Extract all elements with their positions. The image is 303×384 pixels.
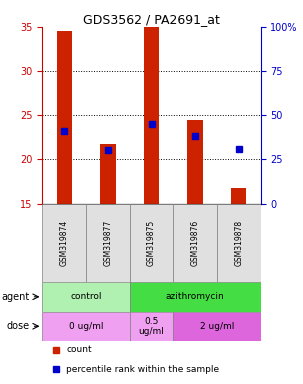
Text: dose: dose — [6, 321, 29, 331]
FancyBboxPatch shape — [42, 282, 130, 311]
Text: 2 ug/ml: 2 ug/ml — [200, 322, 234, 331]
Title: GDS3562 / PA2691_at: GDS3562 / PA2691_at — [83, 13, 220, 26]
Text: 0.5
ug/ml: 0.5 ug/ml — [138, 316, 165, 336]
Text: 0 ug/ml: 0 ug/ml — [69, 322, 103, 331]
FancyBboxPatch shape — [130, 282, 261, 311]
Bar — [100, 144, 115, 204]
Text: control: control — [70, 292, 102, 301]
Text: percentile rank within the sample: percentile rank within the sample — [66, 365, 220, 374]
FancyBboxPatch shape — [130, 204, 173, 282]
Bar — [231, 188, 246, 204]
Text: azithromycin: azithromycin — [166, 292, 225, 301]
Text: GSM319875: GSM319875 — [147, 220, 156, 266]
FancyBboxPatch shape — [173, 204, 217, 282]
Text: agent: agent — [1, 292, 29, 302]
Text: count: count — [66, 345, 92, 354]
FancyBboxPatch shape — [130, 311, 173, 341]
Bar — [188, 120, 203, 204]
Text: GSM319874: GSM319874 — [60, 220, 69, 266]
FancyBboxPatch shape — [217, 204, 261, 282]
Text: GSM319877: GSM319877 — [103, 220, 112, 266]
FancyBboxPatch shape — [173, 311, 261, 341]
Text: GSM319878: GSM319878 — [234, 220, 243, 266]
Text: GSM319876: GSM319876 — [191, 220, 200, 266]
FancyBboxPatch shape — [42, 204, 86, 282]
FancyBboxPatch shape — [42, 311, 130, 341]
Bar — [144, 27, 159, 204]
FancyBboxPatch shape — [86, 204, 130, 282]
Bar — [57, 31, 72, 204]
